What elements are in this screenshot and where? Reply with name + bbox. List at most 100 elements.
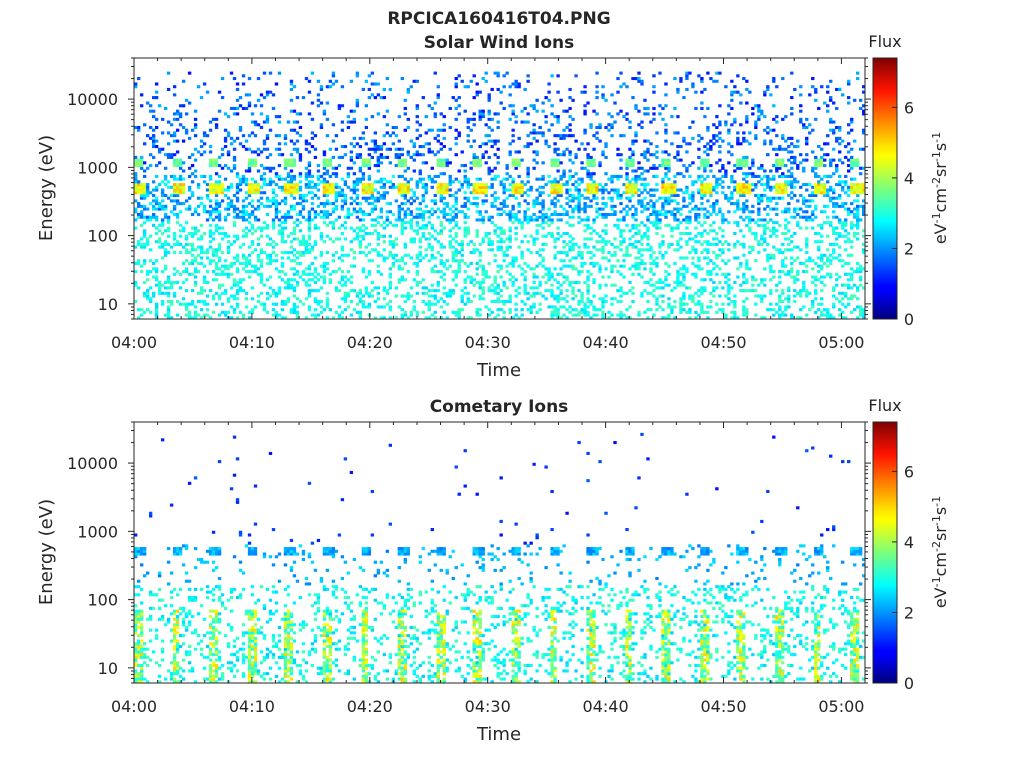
spectrogram-cell [580, 218, 584, 222]
spectrogram-cell [742, 299, 746, 304]
spectrogram-cell [328, 185, 333, 189]
spectrogram-cell [526, 172, 530, 176]
spectrogram-cell [685, 226, 689, 230]
spectrogram-cell [415, 106, 419, 111]
spectrogram-cell [310, 136, 315, 140]
spectrogram-cell [265, 278, 270, 282]
spectrogram-cell [151, 155, 156, 159]
spectrogram-cell [202, 313, 207, 317]
spectrogram-cell [319, 299, 324, 304]
spectrogram-cell [256, 183, 261, 187]
spectrogram-cell [256, 123, 261, 127]
spectrogram-cell [574, 196, 578, 200]
spectrogram-cell [454, 199, 458, 203]
spectrogram-cell [628, 242, 632, 246]
spectrogram-cell [463, 191, 467, 195]
spectrogram-cell [223, 177, 228, 181]
spectrogram-cell [604, 283, 608, 287]
spectrogram-cell [253, 207, 258, 211]
spectrogram-cell [568, 264, 572, 268]
spectrogram-cell [211, 191, 216, 195]
spectrogram-cell [193, 134, 198, 138]
spectrogram-cell [265, 212, 270, 217]
spectrogram-cell [460, 183, 464, 187]
spectrogram-cell [733, 180, 737, 184]
spectrogram-cell [628, 267, 632, 271]
spectrogram-cell [232, 223, 237, 227]
spectrogram-cell [134, 218, 138, 222]
spectrogram-cell [742, 242, 746, 246]
spectrogram-cell [709, 242, 713, 246]
spectrogram-cell [181, 188, 186, 192]
spectrogram-cell [271, 188, 276, 192]
spectrogram-cell [361, 191, 366, 195]
spectrogram-cell [493, 199, 497, 203]
spectrogram-cell [379, 223, 384, 227]
spectrogram-cell [541, 264, 545, 268]
spectrogram-cell [550, 294, 554, 298]
spectrogram-cell [493, 166, 497, 170]
spectrogram-cell [337, 226, 342, 230]
spectrogram-cell [262, 302, 267, 306]
spectrogram-cell [730, 202, 734, 206]
spectrogram-cell [631, 226, 635, 230]
spectrogram-cell [667, 313, 671, 317]
spectrogram-cell [706, 210, 710, 214]
spectrogram-cell [388, 147, 392, 151]
spectrogram-cell [175, 164, 180, 168]
spectrogram-cell [661, 150, 665, 154]
spectrogram-cell [400, 313, 404, 317]
spectrogram-cell [646, 229, 650, 233]
spectrogram-cell [439, 316, 443, 319]
spectrogram-cell [673, 188, 677, 192]
spectrogram-cell [181, 302, 186, 306]
spectrogram-cell [478, 90, 482, 94]
spectrogram-cell [235, 297, 240, 301]
spectrogram-cell [496, 248, 500, 252]
spectrogram-cell [445, 204, 449, 208]
spectrogram-cell [508, 218, 512, 222]
spectrogram-cell [376, 158, 381, 162]
spectrogram-cell [727, 291, 731, 295]
spectrogram-cell [565, 289, 569, 293]
spectrogram-cell [409, 155, 413, 159]
spectrogram-cell [628, 155, 632, 159]
spectrogram-cell [676, 278, 680, 282]
spectrogram-cell [295, 256, 300, 260]
spectrogram-cell [535, 196, 539, 200]
spectrogram-cell [316, 183, 321, 187]
spectrogram-cell [397, 305, 401, 309]
spectrogram-cell [277, 218, 282, 222]
spectrogram-cell [382, 234, 387, 238]
spectrogram-cell [145, 294, 150, 298]
spectrogram-cell [208, 161, 213, 165]
spectrogram-cell [670, 308, 674, 312]
spectrogram-cell [433, 316, 437, 319]
spectrogram-cell [286, 251, 291, 255]
spectrogram-cell [310, 272, 315, 276]
spectrogram-cell [271, 202, 276, 206]
spectrogram-cell [706, 188, 710, 192]
spectrogram-cell [718, 207, 722, 211]
spectrogram-cell [493, 229, 497, 233]
spectrogram-cell [499, 101, 503, 105]
spectrogram-cell [247, 166, 252, 170]
spectrogram-cell [253, 104, 258, 108]
spectrogram-cell [286, 210, 291, 214]
spectrogram-cell [181, 185, 186, 189]
spectrogram-cell [382, 259, 387, 263]
spectrogram-cell [202, 131, 207, 135]
spectrogram-cell [625, 212, 629, 217]
spectrogram-cell [172, 251, 177, 255]
spectrogram-cell [247, 212, 252, 217]
spectrogram-cell [346, 166, 351, 170]
spectrogram-cell [514, 308, 518, 312]
spectrogram-cell [277, 164, 282, 168]
spectrogram-cell [601, 297, 605, 301]
spectrogram-cell [640, 210, 644, 214]
spectrogram-cell [301, 199, 306, 203]
spectrogram-cell [283, 196, 288, 200]
spectrogram-cell [592, 308, 596, 312]
spectrogram-cell [442, 115, 446, 119]
spectrogram-cell [238, 177, 243, 181]
